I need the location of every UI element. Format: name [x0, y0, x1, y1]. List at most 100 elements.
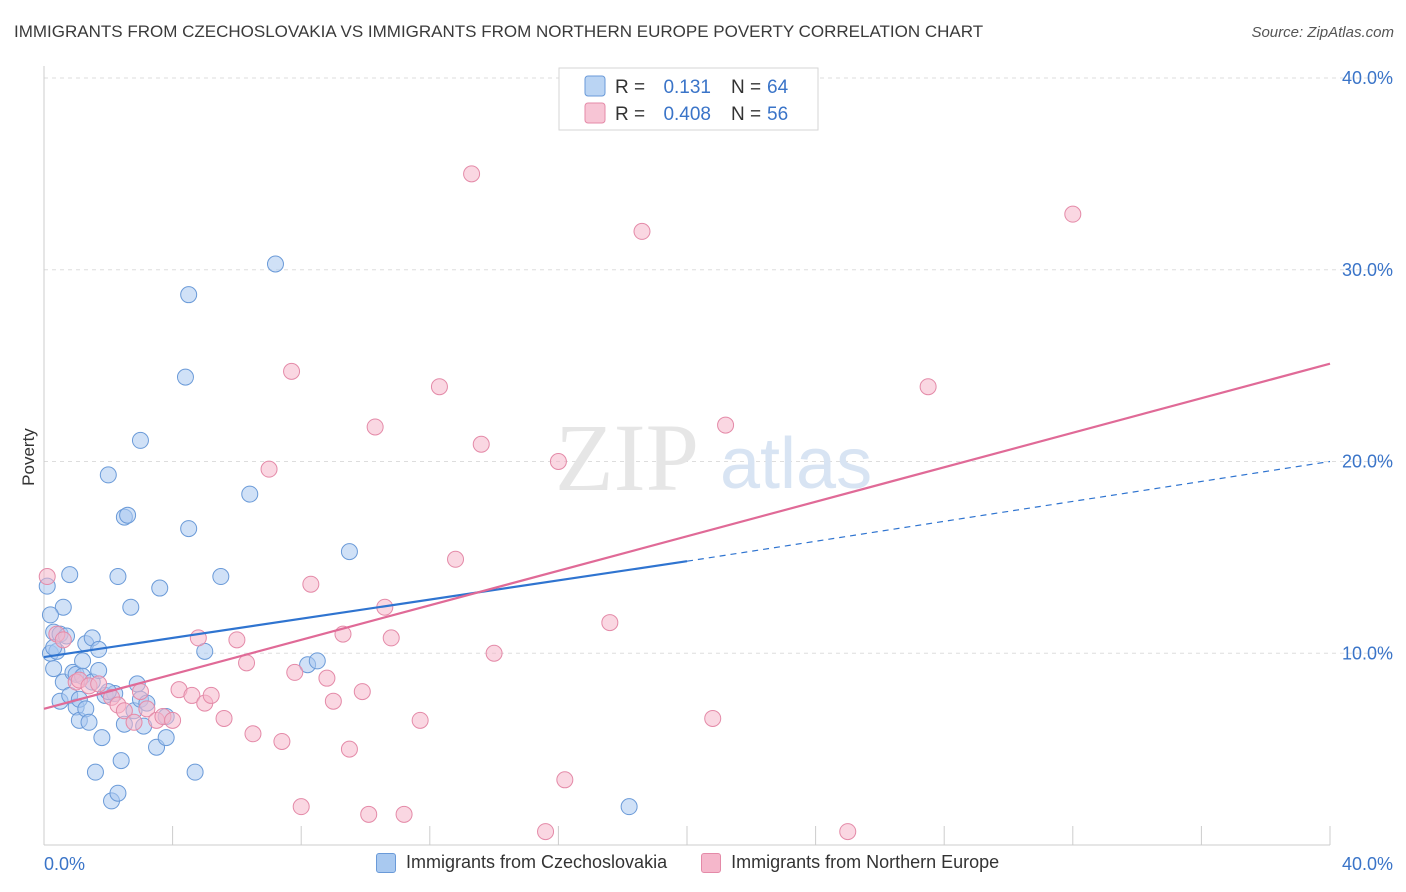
point-pink-22	[228, 631, 246, 649]
y-tick-label-2: 30.0%	[1342, 260, 1393, 280]
point-pink-41	[411, 711, 429, 729]
point-pink-44	[463, 165, 481, 183]
point-pink-51	[633, 222, 651, 240]
point-pink-55	[919, 378, 937, 396]
stats-legend: R = 0.131 N = 64 R = 0.408 N = 56	[558, 67, 819, 131]
trend-line-pink	[43, 362, 1331, 710]
point-pink-49	[556, 771, 574, 789]
point-blue-48	[180, 520, 198, 538]
point-pink-9	[115, 702, 133, 720]
stats-r-value-blue: 0.131	[663, 77, 711, 98]
stats-r-value-pink: 0.408	[663, 104, 711, 125]
point-blue-50	[186, 763, 204, 781]
x-tick-label-0: 0.0%	[44, 854, 85, 874]
chart-title: IMMIGRANTS FROM CZECHOSLOVAKIA VS IMMIGR…	[14, 22, 984, 41]
point-pink-23	[238, 654, 256, 672]
stats-swatch-pink	[584, 102, 606, 124]
point-blue-16	[74, 652, 92, 670]
watermark-atlas: atlas	[720, 424, 872, 504]
point-pink-6	[90, 675, 108, 693]
point-pink-36	[360, 805, 378, 823]
point-pink-0	[38, 568, 56, 586]
y-tick-label-3: 40.0%	[1342, 68, 1393, 88]
series-czechoslovakia-points	[38, 255, 638, 816]
point-pink-30	[302, 575, 320, 593]
point-blue-9	[61, 566, 79, 584]
point-pink-21	[215, 709, 233, 727]
point-blue-56	[308, 652, 326, 670]
point-pink-56	[1064, 205, 1082, 223]
point-pink-20	[202, 686, 220, 704]
point-pink-48	[549, 453, 567, 470]
grid	[44, 77, 1395, 654]
point-blue-23	[86, 763, 104, 781]
stats-r-label-blue: R =	[615, 77, 645, 98]
legend-swatch-pink	[701, 852, 722, 873]
source-label: Source: ZipAtlas.com	[1251, 24, 1394, 41]
point-pink-12	[138, 700, 156, 718]
point-pink-29	[292, 798, 310, 816]
point-blue-35	[119, 506, 137, 524]
legend-label-czechoslovakia: Immigrants from Czechoslovakia	[406, 852, 668, 872]
point-pink-39	[382, 629, 400, 647]
series-northern-europe-points	[38, 165, 1082, 841]
point-pink-50	[601, 614, 619, 632]
point-pink-46	[485, 644, 503, 662]
y-tick-label-1: 20.0%	[1342, 452, 1393, 472]
x-tick-labels: 0.0% 40.0%	[44, 854, 1393, 874]
point-blue-32	[112, 752, 130, 770]
stats-swatch-blue	[584, 75, 606, 97]
point-blue-31	[109, 784, 127, 802]
point-pink-32	[324, 692, 342, 710]
point-pink-37	[366, 418, 384, 436]
point-pink-28	[286, 663, 304, 681]
point-blue-20	[80, 713, 98, 731]
legend-item-northern-europe[interactable]: Immigrants from Northern Europe	[701, 852, 999, 873]
point-pink-34	[340, 740, 358, 758]
point-blue-52	[212, 568, 230, 586]
watermark-zip: ZIP	[555, 404, 699, 511]
stats-n-label-blue: N =	[731, 77, 761, 98]
point-pink-52	[704, 709, 722, 727]
point-blue-58	[620, 798, 638, 816]
point-blue-2	[45, 660, 63, 678]
point-pink-24	[244, 725, 262, 743]
point-pink-25	[260, 460, 278, 478]
trend-line-blue-extension	[686, 460, 1331, 562]
x-tick-label-1: 40.0%	[1342, 854, 1393, 874]
point-pink-45	[472, 435, 490, 453]
point-blue-54	[266, 255, 284, 273]
watermark: ZIP atlas	[555, 404, 872, 511]
point-blue-30	[109, 568, 127, 586]
legend-item-czechoslovakia[interactable]: Immigrants from Czechoslovakia	[376, 852, 667, 873]
legend-swatch-blue	[376, 852, 396, 873]
bottom-legend: Immigrants from Czechoslovakia Immigrant…	[376, 852, 1033, 873]
point-pink-2	[54, 631, 72, 649]
stats-n-label-pink: N =	[731, 104, 761, 125]
point-pink-15	[164, 711, 182, 729]
point-pink-54	[839, 823, 857, 841]
point-blue-27	[99, 466, 117, 484]
point-blue-44	[151, 579, 169, 597]
stats-n-value-pink: 56	[767, 104, 788, 125]
point-pink-35	[353, 683, 371, 701]
legend-label-northern-europe: Immigrants from Northern Europe	[731, 852, 1000, 872]
point-pink-11	[131, 683, 149, 701]
point-blue-60	[41, 606, 59, 624]
point-blue-49	[180, 286, 198, 304]
stats-n-value-blue: 64	[767, 77, 789, 98]
point-blue-45	[157, 729, 175, 747]
point-pink-26	[273, 732, 291, 750]
point-pink-43	[447, 550, 465, 568]
point-pink-40	[395, 805, 413, 823]
point-blue-36	[122, 598, 140, 616]
point-pink-42	[430, 378, 448, 396]
trend-line-blue	[43, 560, 688, 659]
point-pink-10	[125, 713, 143, 731]
point-blue-57	[340, 543, 358, 561]
point-pink-31	[318, 669, 336, 687]
point-blue-47	[176, 368, 194, 386]
point-blue-40	[131, 431, 149, 449]
trend-lines	[43, 362, 1331, 710]
